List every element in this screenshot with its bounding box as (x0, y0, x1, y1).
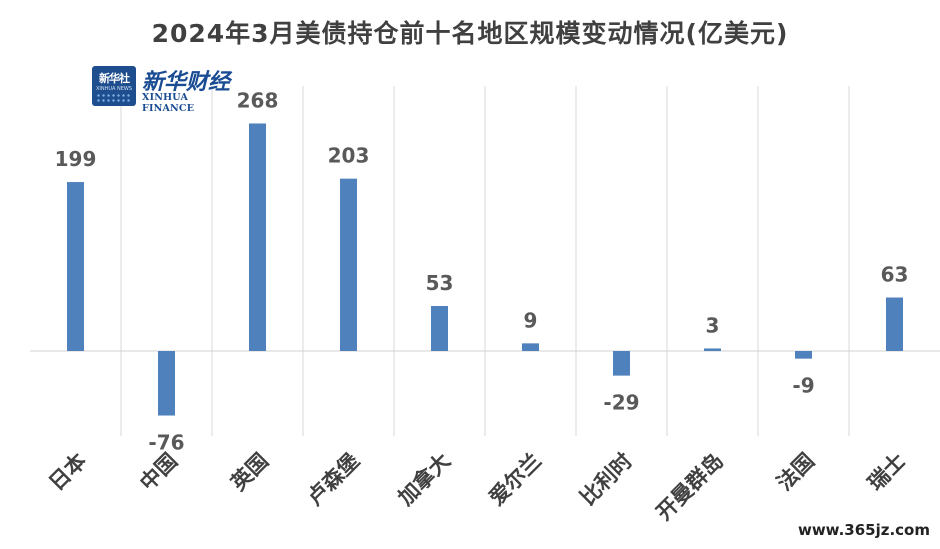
value-label: 53 (426, 271, 454, 295)
network-dots-icon (96, 93, 132, 103)
bar-日本 (67, 182, 84, 351)
category-label: 英国 (226, 448, 273, 495)
bar-爱尔兰 (522, 343, 539, 351)
bar-法国 (795, 351, 812, 359)
value-label: -76 (148, 431, 184, 455)
value-label: 199 (55, 147, 97, 171)
category-label: 日本 (44, 448, 91, 495)
brand-name-en: XINHUA FINANCE (142, 92, 195, 114)
bar-开曼群岛 (704, 348, 721, 351)
xinhua-badge-icon: 新华社 XINHUA NEWS (92, 66, 136, 106)
value-label: 63 (881, 263, 909, 287)
bar-加拿大 (431, 306, 448, 351)
bar-中国 (158, 351, 175, 416)
value-label: -9 (792, 374, 814, 398)
brand-name-cn: 新华财经 (142, 69, 231, 95)
value-label: -29 (603, 391, 639, 415)
category-labels: 日本 中国 英国 卢森堡 加拿大 爱尔兰 比利时 开曼群岛 法国 瑞士 (44, 448, 910, 525)
badge-text: 新华社 (99, 72, 130, 85)
category-label: 法国 (772, 448, 819, 495)
category-separators (120, 86, 850, 436)
value-label: 3 (706, 313, 720, 337)
value-label: 268 (237, 88, 279, 112)
category-label: 瑞士 (863, 448, 910, 495)
bar-卢森堡 (340, 178, 357, 351)
category-label: 卢森堡 (302, 448, 364, 510)
category-label: 中国 (135, 448, 182, 495)
badge-sub: XINHUA NEWS (95, 86, 133, 92)
bar-瑞士 (886, 297, 903, 351)
bar-比利时 (613, 351, 630, 376)
category-label: 爱尔兰 (484, 448, 546, 510)
bar-英国 (249, 123, 266, 351)
category-label: 加拿大 (392, 448, 455, 511)
value-labels: 199 -76 268 203 53 9 -29 3 -9 63 (55, 88, 909, 454)
value-label: 203 (328, 144, 370, 168)
xinhua-finance-logo: 新华社 XINHUA NEWS 新华财经 XINHUA FINANCE (92, 66, 242, 114)
watermark: www.365jz.com (797, 521, 930, 539)
category-label: 比利时 (575, 448, 637, 510)
chart-title: 2024年3月美债持仓前十名地区规模变动情况(亿美元) (151, 19, 789, 48)
bars (67, 123, 903, 416)
value-label: 9 (524, 308, 538, 332)
category-label: 开曼群岛 (651, 448, 728, 525)
